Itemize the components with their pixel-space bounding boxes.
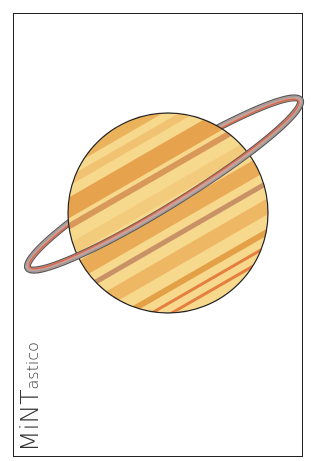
logo-suffix: astico (23, 342, 42, 389)
card: MiNTastico (0, 0, 305, 461)
logo-prefix: MiNT (15, 390, 44, 453)
